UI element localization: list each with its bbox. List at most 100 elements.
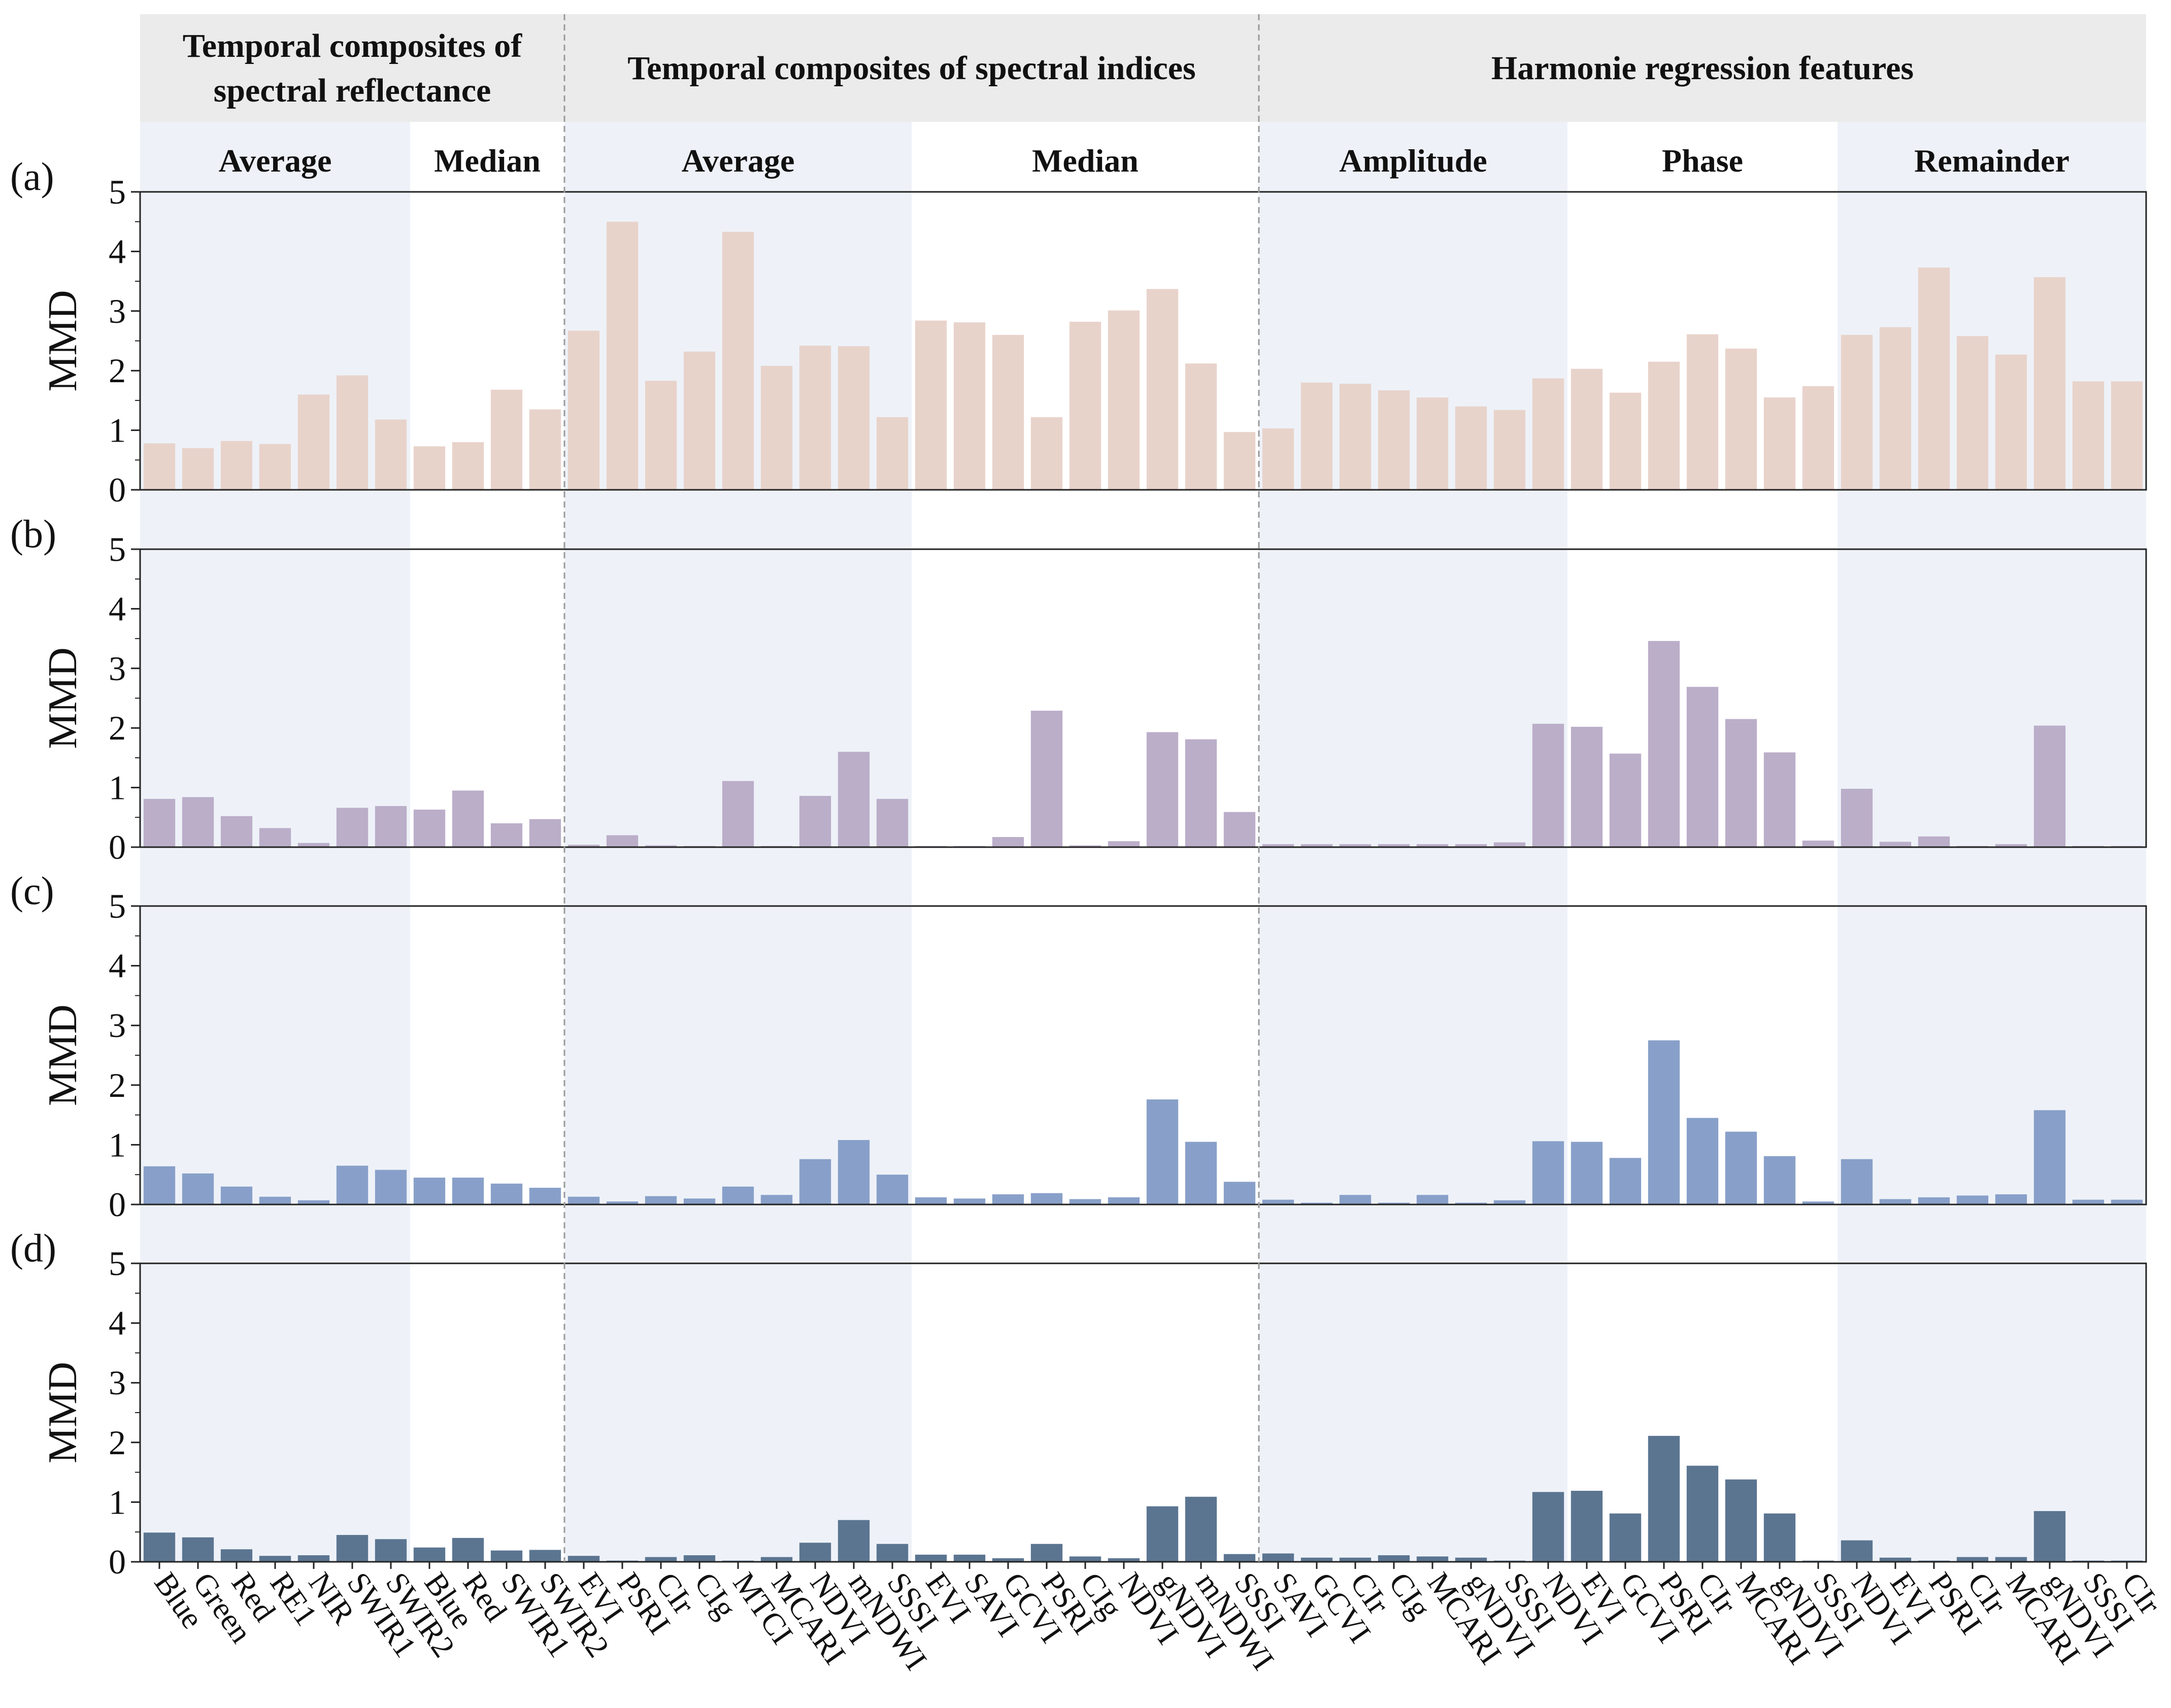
bar-a-15 <box>722 231 754 490</box>
bar-a-14 <box>683 351 716 490</box>
y-tick-label: 0 <box>109 1543 126 1581</box>
y-tick-label: 4 <box>109 947 126 985</box>
bar-a-30 <box>1300 382 1333 490</box>
bar-b-41 <box>1725 719 1757 847</box>
bar-c-26 <box>1146 1099 1179 1204</box>
bar-a-26 <box>1146 289 1179 490</box>
bar-b-24 <box>1069 845 1101 847</box>
bar-d-29 <box>1262 1553 1294 1562</box>
bar-a-31 <box>1339 384 1372 490</box>
bar-d-5 <box>336 1535 369 1562</box>
bar-b-45 <box>1879 842 1912 847</box>
bar-c-35 <box>1493 1200 1526 1204</box>
bar-a-9 <box>490 389 523 490</box>
bar-b-49 <box>2033 725 2066 847</box>
bar-c-36 <box>1532 1141 1564 1204</box>
panel-label-b: (b) <box>10 512 56 556</box>
bar-a-5 <box>336 375 369 490</box>
subgroup-header-label: Median <box>1032 143 1139 179</box>
bar-a-17 <box>799 345 831 490</box>
bar-c-33 <box>1416 1195 1449 1204</box>
bar-c-7 <box>413 1178 446 1204</box>
bar-d-4 <box>297 1555 330 1562</box>
bar-c-37 <box>1571 1142 1603 1204</box>
bar-d-25 <box>1108 1558 1140 1562</box>
bar-a-16 <box>760 365 793 490</box>
bar-a-41 <box>1725 348 1757 490</box>
bar-d-37 <box>1571 1491 1603 1562</box>
bar-d-19 <box>876 1544 909 1562</box>
subgroup-header-label: Average <box>682 143 795 179</box>
y-tick-label: 0 <box>109 1185 126 1224</box>
y-tick-label: 5 <box>109 887 126 925</box>
bar-b-8 <box>452 790 484 847</box>
bar-c-34 <box>1455 1202 1487 1204</box>
bar-a-10 <box>529 409 561 490</box>
bar-b-1 <box>182 797 214 847</box>
bar-c-21 <box>953 1198 986 1204</box>
bar-c-17 <box>799 1159 831 1204</box>
bar-d-48 <box>1995 1557 2027 1562</box>
bar-b-48 <box>1995 844 2027 847</box>
bar-c-16 <box>760 1195 793 1204</box>
bar-a-39 <box>1648 361 1680 490</box>
bar-c-27 <box>1185 1142 1217 1204</box>
bar-a-24 <box>1069 321 1101 490</box>
bar-c-29 <box>1262 1199 1294 1204</box>
bar-a-32 <box>1378 390 1410 490</box>
bar-b-3 <box>259 828 291 847</box>
bar-c-1 <box>182 1173 214 1204</box>
bar-d-13 <box>645 1557 677 1562</box>
bar-a-49 <box>2033 277 2066 490</box>
bar-a-27 <box>1185 363 1217 490</box>
bar-b-25 <box>1108 841 1140 847</box>
bar-d-28 <box>1223 1554 1256 1562</box>
bar-d-7 <box>413 1547 446 1562</box>
panel-d: 0 1 2 3 4 5 MMD (d) <box>10 1226 2147 1581</box>
bar-a-51 <box>2111 381 2143 490</box>
bar-d-0 <box>143 1532 176 1562</box>
bar-a-33 <box>1416 397 1449 490</box>
bar-b-26 <box>1146 732 1179 847</box>
bar-a-46 <box>1918 267 1950 490</box>
bar-a-22 <box>992 334 1024 490</box>
bar-a-45 <box>1879 327 1912 490</box>
y-tick-label: 2 <box>109 1423 126 1462</box>
bar-d-23 <box>1030 1544 1063 1562</box>
bar-d-47 <box>1956 1557 1989 1562</box>
bar-c-20 <box>915 1197 947 1204</box>
bar-a-20 <box>915 320 947 490</box>
bar-c-45 <box>1879 1199 1912 1204</box>
bar-d-31 <box>1339 1557 1372 1562</box>
panel-b: 0 1 2 3 4 5 MMD (b) <box>10 512 2147 866</box>
bar-a-40 <box>1686 334 1719 490</box>
bar-c-47 <box>1956 1195 1989 1204</box>
bar-c-22 <box>992 1194 1024 1204</box>
bar-c-51 <box>2111 1199 2143 1204</box>
bar-b-32 <box>1378 844 1410 847</box>
bar-d-42 <box>1763 1513 1796 1562</box>
bar-b-38 <box>1609 753 1642 847</box>
bar-c-2 <box>220 1186 253 1204</box>
bar-d-3 <box>259 1556 291 1562</box>
bar-d-40 <box>1686 1465 1719 1562</box>
bar-c-4 <box>297 1200 330 1204</box>
bar-c-3 <box>259 1196 291 1204</box>
bar-b-35 <box>1493 842 1526 847</box>
group-header-label: Temporal composites of spectral indices <box>627 50 1195 87</box>
bar-a-4 <box>297 394 330 490</box>
bar-d-34 <box>1455 1557 1487 1562</box>
subgroup-header-label: Phase <box>1662 143 1743 179</box>
bar-d-27 <box>1185 1496 1217 1562</box>
bar-b-11 <box>567 845 600 847</box>
y-tick-label: 0 <box>109 828 126 866</box>
bar-d-30 <box>1300 1557 1333 1562</box>
bar-b-27 <box>1185 739 1217 847</box>
bar-a-19 <box>876 417 909 490</box>
group-header-label: Temporal composites of <box>183 27 523 64</box>
bar-c-41 <box>1725 1131 1757 1204</box>
bar-a-3 <box>259 444 291 490</box>
y-tick-label: 1 <box>109 1483 126 1521</box>
bar-c-40 <box>1686 1118 1719 1204</box>
